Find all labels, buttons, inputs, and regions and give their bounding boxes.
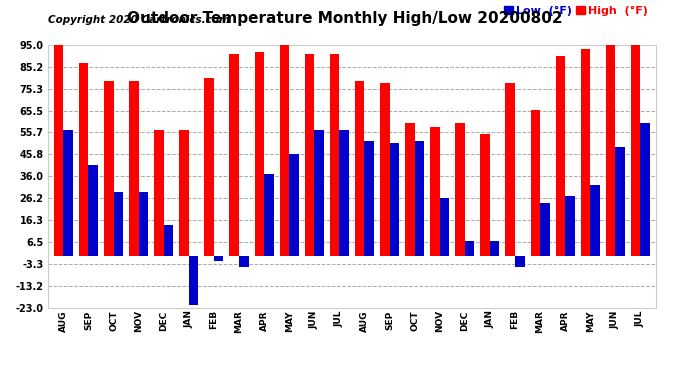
Bar: [380, 83, 390, 256]
Bar: [139, 192, 148, 256]
Bar: [214, 256, 224, 261]
Bar: [606, 45, 615, 256]
Bar: [640, 123, 650, 256]
Bar: [255, 52, 264, 257]
Bar: [204, 78, 214, 256]
Bar: [390, 143, 399, 256]
Bar: [239, 256, 248, 267]
Bar: [440, 198, 449, 256]
Bar: [455, 123, 465, 256]
Bar: [490, 241, 500, 256]
Bar: [465, 241, 474, 256]
Bar: [164, 225, 173, 256]
Bar: [506, 83, 515, 256]
Bar: [581, 50, 590, 256]
Bar: [355, 81, 364, 256]
Legend: Low  (°F), High  (°F): Low (°F), High (°F): [502, 3, 650, 18]
Bar: [565, 196, 575, 256]
Bar: [615, 147, 625, 256]
Bar: [415, 141, 424, 256]
Bar: [540, 203, 550, 256]
Bar: [264, 174, 274, 256]
Bar: [289, 154, 299, 256]
Bar: [339, 129, 349, 256]
Bar: [88, 165, 98, 256]
Bar: [555, 56, 565, 256]
Bar: [179, 129, 189, 256]
Bar: [79, 63, 88, 256]
Bar: [114, 192, 123, 256]
Bar: [63, 129, 73, 256]
Bar: [515, 256, 524, 267]
Bar: [305, 54, 314, 256]
Bar: [154, 129, 164, 256]
Text: Copyright 2020 Cartronics.com: Copyright 2020 Cartronics.com: [48, 15, 230, 25]
Text: Outdoor Temperature Monthly High/Low 20200802: Outdoor Temperature Monthly High/Low 202…: [127, 11, 563, 26]
Bar: [104, 81, 114, 256]
Bar: [590, 185, 600, 256]
Bar: [314, 129, 324, 256]
Bar: [531, 110, 540, 256]
Bar: [129, 81, 139, 256]
Bar: [230, 54, 239, 256]
Bar: [364, 141, 374, 256]
Bar: [480, 134, 490, 256]
Bar: [279, 45, 289, 256]
Bar: [54, 45, 63, 256]
Bar: [189, 256, 198, 305]
Bar: [631, 45, 640, 256]
Bar: [405, 123, 415, 256]
Bar: [330, 54, 339, 256]
Bar: [430, 127, 440, 256]
